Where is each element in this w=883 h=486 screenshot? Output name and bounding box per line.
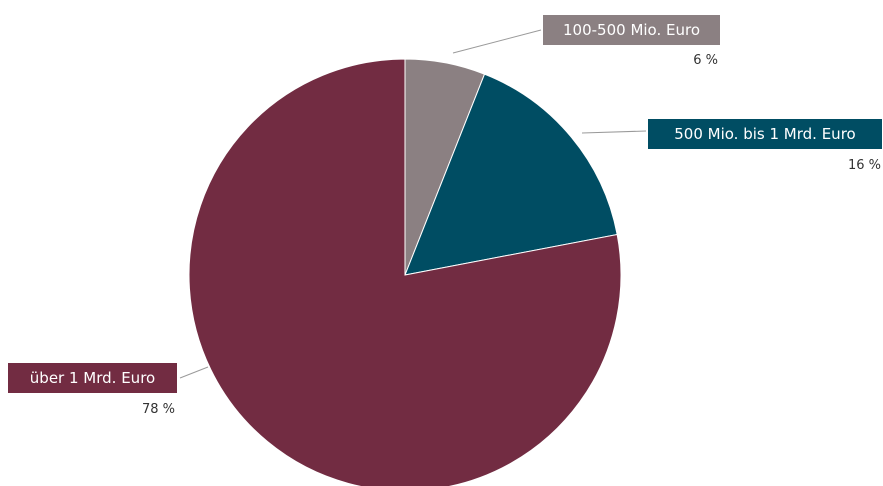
leader-line-3 bbox=[179, 366, 209, 379]
pie-slice-2 bbox=[404, 73, 618, 276]
slice-label-box-3 bbox=[8, 363, 177, 393]
slice-label-3: über 1 Mrd. Euro bbox=[30, 369, 155, 387]
slice-label-2: 500 Mio. bis 1 Mrd. Euro bbox=[674, 125, 855, 143]
pie-slices bbox=[188, 58, 622, 486]
pie-slice-3 bbox=[188, 58, 622, 486]
slice-label-1: 100-500 Mio. Euro bbox=[563, 21, 700, 39]
slice-value-label-3: 78 % bbox=[142, 402, 175, 417]
leader-lines bbox=[179, 29, 647, 379]
slice-value-label-2: 16 % bbox=[848, 158, 881, 173]
leader-line-1 bbox=[452, 29, 542, 54]
slice-labels: 100-500 Mio. Euro 6 % 500 Mio. bis 1 Mrd. … bbox=[8, 15, 882, 417]
slice-value-label-1: 6 % bbox=[693, 53, 718, 68]
leader-line-2 bbox=[581, 130, 647, 134]
slice-label-box-2 bbox=[648, 119, 882, 149]
slice-label-box-1 bbox=[543, 15, 720, 45]
